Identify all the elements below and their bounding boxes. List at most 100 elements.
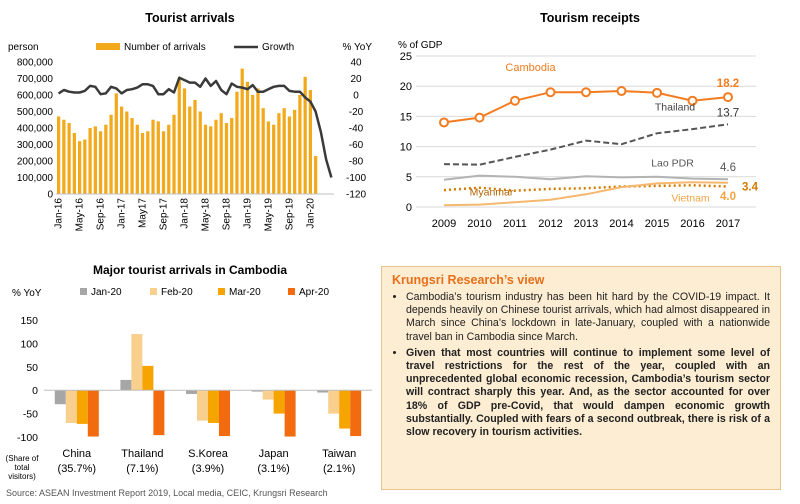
y-tick-left: 600,000 (17, 91, 54, 102)
y-tick: 25 (400, 51, 412, 63)
bar-arrivals (277, 113, 281, 194)
tourist-arrivals-svg: Tourist arrivals person % YoY Number of arr… (8, 11, 372, 232)
legend-label: Jan-20 (91, 287, 122, 298)
tourism-receipts-svg: Tourism receipts % of GDP 0 5 10 15 20 25 2009 20… (398, 11, 759, 230)
y-tick-right: 40 (350, 58, 362, 69)
bar-jan-20 (120, 379, 132, 391)
y-axis-label: % of GDP (398, 40, 443, 51)
chart-title: Tourism receipts (540, 11, 640, 25)
series-label-lao-pdr: Lao PDR (651, 158, 694, 170)
x-tick-label: Jan-16 (54, 198, 65, 229)
legend-swatch (150, 288, 157, 295)
bar-arrivals (119, 106, 124, 194)
bar-arrivals (140, 132, 145, 194)
share-label: (2.1%) (323, 463, 355, 475)
y-tick-left: 800,000 (17, 58, 54, 69)
bar-mar-20 (208, 390, 219, 423)
bar-arrivals (135, 124, 139, 194)
bar-arrivals (219, 113, 223, 194)
bar-arrivals (62, 119, 66, 194)
x-tick: 2014 (609, 218, 633, 230)
share-note: (Share of (6, 454, 40, 463)
marker-cambodia (474, 112, 485, 123)
y-axis-label: % YoY (12, 288, 42, 299)
y-tick: 15 (400, 111, 412, 123)
bar-arrivals (287, 116, 292, 194)
line-growth (57, 76, 333, 178)
x-tick-label: Jan-20 (305, 198, 316, 229)
y-tick-left: 300,000 (17, 140, 54, 151)
y-tick-left: 100,000 (17, 173, 54, 184)
bar-arrivals (203, 124, 208, 194)
y-tick: 150 (20, 315, 38, 327)
y-tick: 0 (406, 202, 412, 214)
bar-jan-20 (186, 390, 197, 394)
end-value-label: 18.2 (717, 78, 739, 90)
marker-cambodia (510, 95, 520, 106)
bar-arrivals (314, 156, 318, 194)
y-tick-left: 200,000 (17, 157, 54, 168)
y-tick-left: 0 (47, 190, 53, 201)
x-tick: 2017 (716, 218, 740, 230)
bar-arrivals (167, 124, 171, 194)
share-label: (7.1%) (126, 463, 158, 475)
view-bullet-1: Cambodia’s tourism industry has been hit… (406, 291, 770, 344)
bar-arrivals (72, 132, 76, 194)
bar-arrivals (298, 95, 302, 194)
y-tick-right: 20 (350, 74, 362, 85)
y-tick: 50 (26, 362, 38, 374)
bar-arrivals (77, 141, 82, 194)
category-label: China (62, 448, 92, 460)
marker-cambodia (581, 87, 591, 98)
bar-arrivals (83, 139, 87, 194)
bar-arrivals (57, 116, 61, 194)
bar-arrivals (240, 68, 244, 194)
bar-arrivals (88, 128, 92, 194)
bar-arrivals (104, 124, 108, 194)
share-label: (3.1%) (257, 463, 289, 475)
legend-label-arrivals: Number of arrivals (124, 42, 206, 53)
marker-cambodia (616, 86, 627, 97)
y-tick-right: -20 (349, 107, 364, 118)
line-vietnam (443, 181, 729, 207)
y-tick-left: 700,000 (17, 74, 54, 85)
bar-jan-20 (54, 390, 66, 405)
x-tick-label: Sep-16 (96, 198, 107, 231)
category-label: Thailand (121, 448, 163, 460)
bar-feb-20 (131, 334, 143, 391)
x-tick: 2015 (645, 218, 669, 230)
bar-apr-20 (153, 390, 165, 436)
marker-cambodia (687, 95, 698, 106)
x-tick-label: May-18 (200, 198, 211, 232)
bar-arrivals (209, 126, 213, 194)
series-label-cambodia: Cambodia (505, 62, 556, 74)
bar-arrivals (109, 114, 113, 194)
line-lao-pdr (443, 174, 729, 181)
end-value-label: 13.7 (717, 107, 739, 119)
bar-arrivals (251, 95, 255, 194)
chart-title: Tourist arrivals (145, 11, 234, 25)
bar-arrivals (214, 119, 218, 194)
bar-jan-20 (251, 390, 263, 392)
legend-swatch (80, 288, 87, 295)
bar-mar-20 (339, 390, 351, 429)
y-tick-right: -80 (349, 157, 364, 168)
share-label: (3.9%) (192, 463, 224, 475)
bar-mar-20 (76, 390, 88, 424)
bar-feb-20 (262, 390, 274, 400)
x-tick-label: Jan-17 (117, 198, 128, 229)
share-note: visitors) (8, 472, 36, 481)
bar-apr-20 (284, 390, 296, 437)
bar-arrivals (308, 90, 313, 194)
bar-jan-20 (317, 390, 329, 393)
bar-arrivals (282, 108, 286, 194)
bar-arrivals (172, 114, 176, 194)
x-tick-label: Sep-18 (221, 198, 232, 231)
bar-arrivals (303, 76, 307, 194)
view-bullet-list: Cambodia’s tourism industry has been hit… (392, 291, 770, 439)
source-note: Source: ASEAN Investment Report 2019, Lo… (6, 488, 328, 498)
bar-arrivals (256, 88, 260, 194)
y-tick: 0 (32, 385, 38, 397)
bar-arrivals (182, 88, 187, 194)
legend-swatch (288, 288, 295, 295)
